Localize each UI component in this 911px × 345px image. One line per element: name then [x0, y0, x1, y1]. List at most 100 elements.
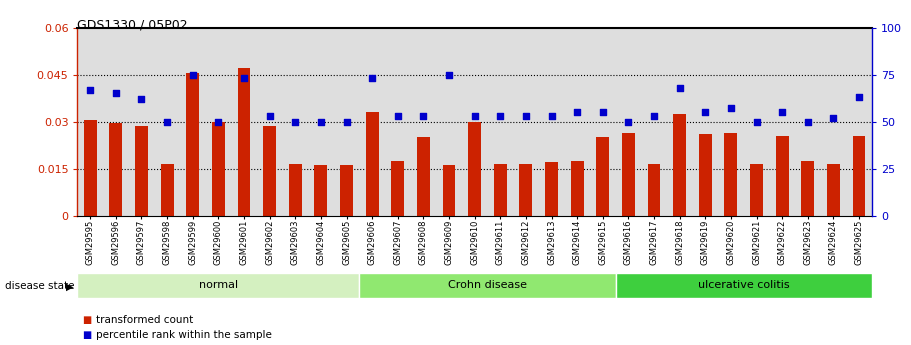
Bar — [776, 136, 789, 216]
Point — [749, 119, 763, 124]
Bar — [154, 28, 180, 216]
Point — [134, 96, 148, 102]
Bar — [187, 73, 200, 216]
Bar — [616, 28, 641, 216]
Bar — [359, 273, 616, 298]
Point — [211, 119, 226, 124]
Bar — [160, 164, 173, 216]
Bar — [77, 28, 103, 216]
Text: ulcerative colitis: ulcerative colitis — [698, 280, 790, 290]
Bar — [538, 28, 564, 216]
Bar — [109, 123, 122, 216]
Bar — [77, 273, 359, 298]
Bar — [308, 28, 333, 216]
Point — [262, 113, 277, 119]
Point — [186, 72, 200, 77]
Bar — [667, 28, 692, 216]
Bar — [385, 28, 411, 216]
Bar — [802, 161, 814, 216]
Bar — [103, 28, 128, 216]
Point — [391, 113, 405, 119]
Bar — [462, 28, 487, 216]
Bar — [821, 28, 846, 216]
Bar — [417, 137, 430, 216]
Bar — [365, 112, 379, 216]
Bar — [436, 28, 462, 216]
Bar — [570, 161, 584, 216]
Bar — [724, 132, 737, 216]
Bar — [692, 28, 718, 216]
Bar — [795, 28, 821, 216]
Point — [416, 113, 431, 119]
Point — [313, 119, 328, 124]
Point — [493, 113, 507, 119]
Bar — [212, 121, 225, 216]
Point — [288, 119, 302, 124]
Bar — [333, 28, 359, 216]
Text: disease state: disease state — [5, 282, 74, 291]
Bar — [750, 164, 763, 216]
Bar — [468, 121, 481, 216]
Bar — [487, 28, 513, 216]
Point — [621, 119, 636, 124]
Bar — [443, 166, 456, 216]
Point — [159, 119, 174, 124]
Point — [518, 113, 533, 119]
Bar — [180, 28, 206, 216]
Text: percentile rank within the sample: percentile rank within the sample — [96, 330, 271, 339]
Point — [83, 87, 97, 92]
Bar — [84, 120, 97, 216]
Point — [775, 109, 790, 115]
Bar — [622, 132, 635, 216]
Bar — [564, 28, 590, 216]
Bar — [616, 273, 872, 298]
Point — [544, 113, 558, 119]
Bar — [513, 28, 538, 216]
Text: GDS1330 / 05P02: GDS1330 / 05P02 — [77, 19, 188, 32]
Bar — [257, 28, 282, 216]
Point — [723, 106, 738, 111]
Point — [826, 115, 841, 121]
Point — [647, 113, 661, 119]
Bar — [314, 166, 327, 216]
Text: ■: ■ — [82, 315, 91, 325]
Text: transformed count: transformed count — [96, 315, 193, 325]
Point — [467, 113, 482, 119]
Bar — [238, 68, 251, 216]
Bar — [411, 28, 436, 216]
Bar — [392, 161, 404, 216]
Point — [237, 76, 251, 81]
Point — [442, 72, 456, 77]
Bar — [846, 28, 872, 216]
Bar — [231, 28, 257, 216]
Bar — [699, 134, 711, 216]
Bar — [827, 164, 840, 216]
Bar — [519, 164, 532, 216]
Bar — [494, 164, 507, 216]
Point — [364, 76, 379, 81]
Text: normal: normal — [199, 280, 238, 290]
Bar — [769, 28, 795, 216]
Bar — [128, 28, 154, 216]
Bar — [359, 28, 385, 216]
Text: Crohn disease: Crohn disease — [448, 280, 527, 290]
Point — [108, 91, 123, 96]
Bar — [206, 28, 231, 216]
Point — [801, 119, 815, 124]
Bar — [853, 136, 865, 216]
Bar — [718, 28, 743, 216]
Bar — [673, 114, 686, 216]
Bar — [263, 126, 276, 216]
Bar — [641, 28, 667, 216]
Bar — [340, 166, 353, 216]
Point — [570, 109, 585, 115]
Point — [672, 85, 687, 90]
Point — [698, 109, 712, 115]
Bar — [597, 137, 609, 216]
Text: ▶: ▶ — [66, 282, 73, 291]
Point — [852, 95, 866, 100]
Point — [339, 119, 353, 124]
Bar — [135, 126, 148, 216]
Bar — [289, 164, 302, 216]
Text: ■: ■ — [82, 330, 91, 339]
